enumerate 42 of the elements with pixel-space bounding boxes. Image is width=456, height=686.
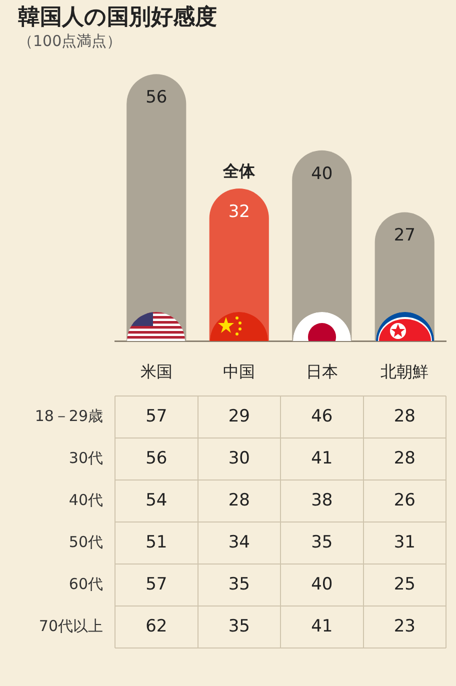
data-label: 56 <box>146 87 168 108</box>
data-label: 29 <box>228 406 250 427</box>
x-tick-label: 日本 <box>306 362 338 381</box>
data-label: 28 <box>228 490 250 511</box>
data-label: 32 <box>228 202 250 222</box>
y-tick-label: 40代 <box>68 491 103 510</box>
data-label: 31 <box>394 532 416 553</box>
y-tick-label: 50代 <box>68 532 103 551</box>
data-label: 54 <box>146 490 168 511</box>
data-label: 57 <box>146 406 168 427</box>
data-label: 28 <box>394 406 416 427</box>
y-tick-label: 70代以上 <box>38 616 103 635</box>
chart-title: 韓国人の国別好感度 <box>18 4 218 31</box>
data-label: 41 <box>311 448 333 469</box>
data-label: 40 <box>311 574 333 594</box>
data-label: 35 <box>311 532 333 553</box>
data-label: 25 <box>394 574 416 594</box>
annotation: 全体 <box>222 162 256 181</box>
data-label: 38 <box>311 490 333 511</box>
data-label: 27 <box>394 226 416 246</box>
y-tick-label: 60代 <box>68 574 103 593</box>
data-label: 62 <box>146 616 168 636</box>
chart-subtitle: （100点満点） <box>18 31 123 51</box>
data-label: 40 <box>311 164 333 184</box>
x-tick-label: 中国 <box>223 362 256 381</box>
x-tick-label: 米国 <box>140 362 172 381</box>
data-label: 35 <box>228 616 250 636</box>
data-label: 28 <box>394 448 416 469</box>
data-label: 35 <box>228 574 250 594</box>
data-label: 46 <box>311 406 333 427</box>
data-label: 56 <box>146 448 168 469</box>
data-label: 34 <box>228 532 250 553</box>
y-tick-label: 30代 <box>68 449 103 468</box>
data-label: 51 <box>146 532 168 553</box>
x-tick-label: 北朝鮮 <box>380 362 429 381</box>
data-label: 23 <box>394 616 416 636</box>
bar <box>126 74 186 341</box>
data-label: 57 <box>146 574 168 594</box>
y-tick-label: 18－29歳 <box>34 407 103 426</box>
data-label: 30 <box>228 448 250 469</box>
data-label: 41 <box>311 616 333 636</box>
data-label: 26 <box>394 490 416 511</box>
